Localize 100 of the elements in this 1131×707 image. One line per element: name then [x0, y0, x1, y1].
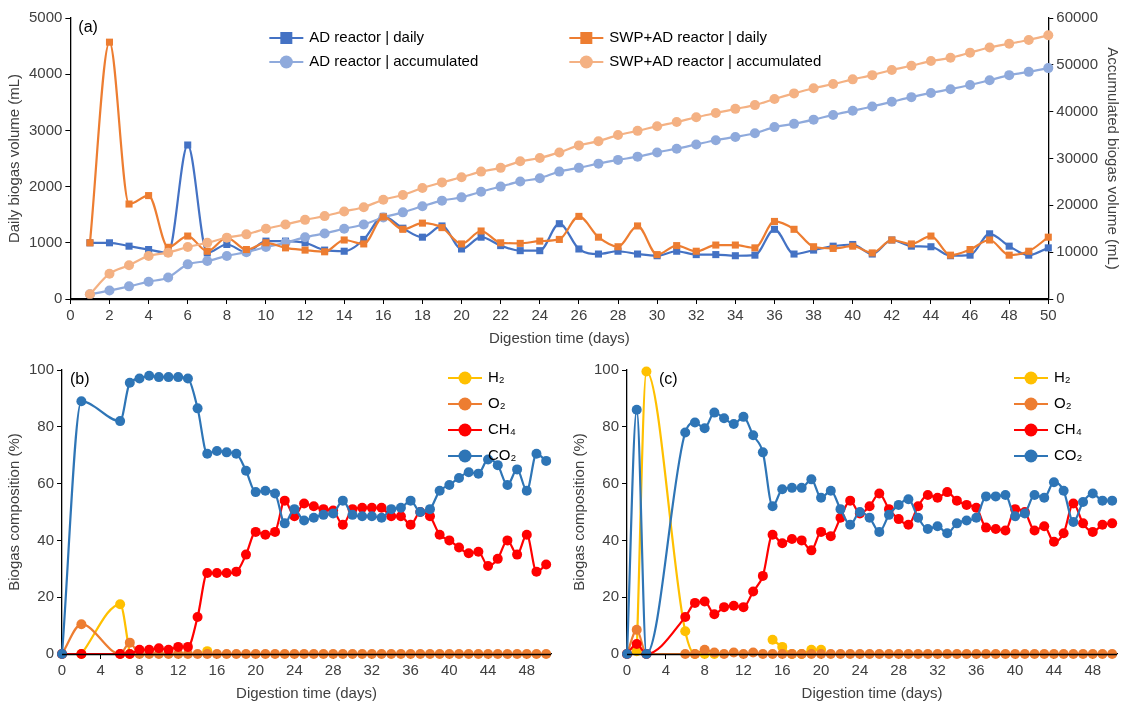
point — [769, 122, 780, 133]
point — [456, 192, 467, 203]
point — [145, 192, 153, 200]
point — [434, 529, 445, 540]
legend-label: AD reactor | daily — [309, 28, 425, 46]
point — [279, 518, 290, 529]
point — [680, 626, 691, 637]
point — [593, 136, 604, 147]
x-tick-label: 12 — [735, 661, 752, 679]
point — [184, 232, 192, 240]
point — [182, 242, 193, 253]
point — [405, 495, 416, 506]
point — [473, 468, 484, 479]
x-tick-label: 30 — [648, 306, 666, 324]
point — [730, 103, 741, 114]
point — [1004, 38, 1015, 49]
point — [1097, 519, 1108, 530]
point — [927, 232, 935, 240]
point — [463, 467, 474, 478]
point — [712, 241, 720, 249]
point — [828, 109, 839, 120]
y-tick-label: 3000 — [28, 120, 63, 138]
point — [115, 416, 126, 427]
point — [495, 181, 506, 192]
x-tick-label: 16 — [374, 306, 392, 324]
point — [260, 223, 271, 234]
point — [796, 482, 807, 493]
legend-label: O₂ — [488, 394, 506, 412]
point — [689, 597, 700, 608]
point — [153, 643, 164, 654]
point — [1029, 525, 1040, 536]
point — [554, 166, 565, 177]
x-tick-label: 40 — [1006, 661, 1024, 679]
point — [864, 501, 875, 512]
point — [270, 526, 281, 537]
point — [816, 526, 827, 537]
point — [125, 242, 133, 250]
x-tick-label: 44 — [1045, 661, 1063, 679]
point — [767, 634, 778, 645]
point — [634, 222, 642, 230]
point — [575, 212, 583, 220]
y-tick-label: 20 — [37, 587, 55, 605]
point — [770, 217, 779, 225]
point — [144, 370, 155, 381]
point — [728, 418, 739, 429]
point — [828, 79, 839, 90]
point — [922, 524, 933, 535]
point — [405, 519, 416, 530]
point — [671, 116, 682, 127]
y-tick-label: 1000 — [28, 232, 63, 250]
point — [386, 504, 397, 515]
x-tick-label: 40 — [440, 661, 458, 679]
point — [1058, 528, 1069, 539]
y2-tick-label: 0 — [1056, 289, 1065, 307]
point — [790, 225, 798, 233]
point — [434, 485, 445, 496]
point — [182, 373, 193, 384]
point — [231, 566, 242, 577]
point — [769, 94, 780, 105]
point — [397, 207, 408, 218]
point — [1005, 242, 1013, 250]
point — [515, 176, 526, 187]
point — [347, 509, 358, 520]
point — [971, 512, 982, 523]
point — [241, 465, 251, 476]
x-tick-label: 8 — [700, 661, 709, 679]
point — [634, 250, 642, 258]
point — [270, 488, 281, 499]
point — [1078, 497, 1089, 508]
point — [318, 509, 329, 520]
point — [366, 511, 377, 522]
point — [594, 250, 602, 258]
y2-tick-label: 20000 — [1056, 195, 1099, 213]
point — [502, 480, 513, 491]
point — [893, 499, 904, 510]
point — [125, 200, 133, 208]
point — [300, 214, 311, 225]
point — [719, 602, 730, 613]
point — [691, 112, 702, 123]
point — [806, 474, 817, 485]
point — [339, 206, 350, 217]
point — [192, 612, 203, 623]
point — [444, 535, 455, 546]
point — [153, 372, 164, 383]
point — [1107, 495, 1118, 506]
point — [436, 177, 447, 188]
x-tick-label: 24 — [286, 661, 303, 679]
x-tick-label: 16 — [773, 661, 791, 679]
point — [981, 491, 992, 502]
point — [748, 430, 759, 441]
y2-tick-label: 30000 — [1056, 148, 1099, 166]
point — [1048, 536, 1059, 547]
point — [835, 504, 846, 515]
point — [1097, 495, 1108, 506]
x-tick-label: 10 — [257, 306, 275, 324]
point — [299, 515, 310, 526]
point — [492, 460, 503, 471]
point — [395, 511, 406, 522]
point — [536, 247, 544, 255]
point — [492, 553, 503, 564]
